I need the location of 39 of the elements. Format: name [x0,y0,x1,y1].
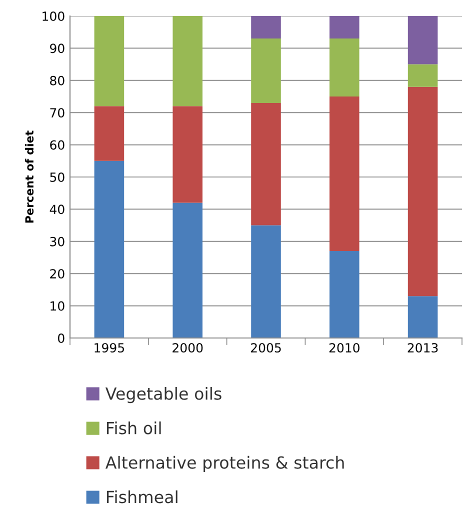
bar [251,102,281,226]
bar [330,38,360,96]
bar [408,86,438,296]
y-tick-label: 70 [50,108,64,118]
y-tick-label: 60 [50,140,64,150]
bar [251,16,281,39]
bar [94,160,124,338]
y-tick-label: 0 [58,333,64,343]
bar [94,106,124,161]
y-tick-label: 30 [50,236,64,246]
bar [408,16,438,64]
bar [408,64,438,87]
y-tick-label: 50 [50,172,64,182]
bar [251,38,281,103]
y-tick-label: 90 [50,44,64,54]
bar [330,16,360,39]
y-tick-label: 80 [50,76,64,86]
bar [172,106,202,203]
bar [408,296,438,338]
x-tick-label: 2013 [408,343,438,353]
bar [172,202,202,338]
bar [94,16,124,106]
x-tick-label: 1995 [94,343,124,353]
y-tick-label: 10 [50,301,64,311]
y-tick-label: 40 [50,204,64,214]
x-tick-label: 2000 [172,343,203,353]
legend-label: Alternative proteins & starch [105,456,344,472]
bar [172,16,202,106]
legend-label: Fishmeal [106,490,178,504]
bar [330,251,360,338]
bar [330,96,360,252]
y-tick-label: 100 [42,11,64,21]
bar [251,225,281,338]
legend-label: Fish oil [106,421,161,434]
x-tick-label: 2005 [251,343,281,353]
x-tick-label: 2010 [329,343,360,353]
y-tick-label: 20 [50,269,64,279]
y-axis-title: Percent of diet [24,130,34,223]
legend-label: Vegetable oils [105,387,222,404]
